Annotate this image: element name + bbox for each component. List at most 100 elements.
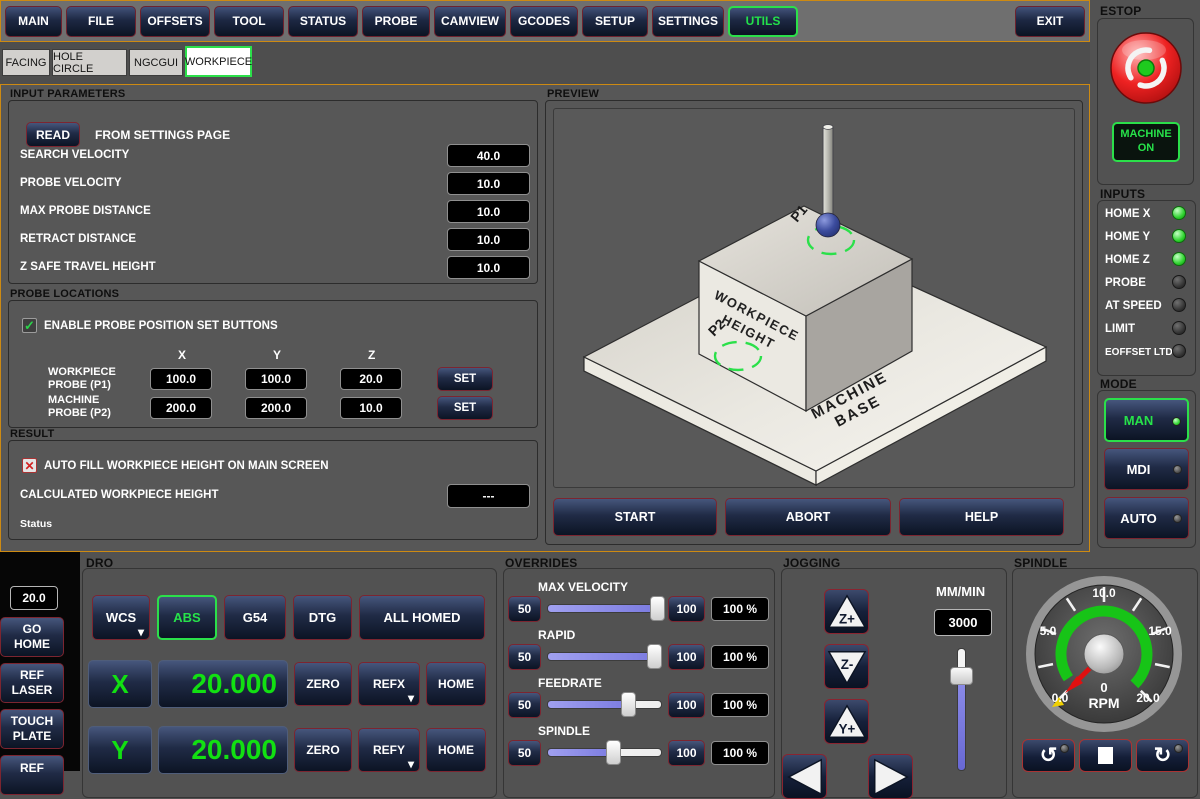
rapid-max-button[interactable]: 100 — [668, 644, 705, 670]
menu-settings[interactable]: SETTINGS — [652, 5, 724, 37]
help-button[interactable]: HELP — [899, 498, 1064, 536]
menu-utils-label: UTILS — [745, 14, 781, 28]
axis-y-zero-button[interactable]: ZERO — [294, 728, 352, 772]
field-value-retract-distance[interactable]: 10.0 — [447, 228, 530, 251]
axis-x-home-button[interactable]: HOME — [426, 662, 486, 706]
tab-hole-circle[interactable]: HOLE CIRCLE — [52, 49, 127, 76]
rapid-slider-handle[interactable] — [647, 644, 663, 669]
wcs-dropdown[interactable]: WCS — [92, 595, 150, 640]
feedrate-slider-handle[interactable] — [621, 692, 637, 717]
spindle-ovr-slider[interactable] — [547, 740, 662, 765]
max-velocity-slider-handle[interactable] — [649, 596, 665, 621]
axis-x-zero-button[interactable]: ZERO — [294, 662, 352, 706]
max-velocity-slider[interactable] — [547, 596, 665, 621]
ref-button[interactable]: REF — [0, 755, 64, 795]
menu-settings-label: SETTINGS — [657, 14, 718, 28]
spindle-ccw-button[interactable]: ↺ — [1022, 739, 1075, 772]
menu-gcodes[interactable]: GCODES — [510, 5, 578, 37]
rapid-slider[interactable] — [547, 644, 663, 669]
max-velocity-min-button[interactable]: 50 — [508, 596, 541, 622]
menu-offsets[interactable]: OFFSETS — [140, 5, 210, 37]
jog-speed-readout[interactable]: 3000 — [934, 609, 992, 636]
mode-man-button[interactable]: MAN — [1104, 398, 1189, 442]
max-velocity-min-label: 50 — [517, 602, 532, 616]
input-home-x-label: HOME X — [1105, 208, 1151, 220]
jog-x-plus-button[interactable] — [868, 754, 913, 799]
menu-utils[interactable]: UTILS — [728, 5, 798, 37]
p2-y-field[interactable]: 200.0 — [245, 397, 307, 419]
ref-laser-button[interactable]: REF LASER — [0, 663, 64, 703]
axis-y-ref-button[interactable]: REFY — [358, 728, 420, 772]
p1-x-field[interactable]: 100.0 — [150, 368, 212, 390]
spindle-ovr-slider-handle[interactable] — [605, 740, 621, 765]
feedrate-max-button[interactable]: 100 — [668, 692, 705, 718]
autofill-checkbox[interactable] — [22, 458, 37, 473]
start-button[interactable]: START — [553, 498, 717, 536]
p2-z-field[interactable]: 10.0 — [340, 397, 402, 419]
menu-main[interactable]: MAIN — [5, 5, 62, 37]
column-header-y: Y — [273, 348, 282, 362]
input-probe-label: PROBE — [1105, 277, 1146, 289]
feedrate-slider[interactable] — [547, 692, 662, 717]
field-value-max-probe-distance[interactable]: 10.0 — [447, 200, 530, 223]
enable-set-buttons-checkbox[interactable] — [22, 318, 37, 333]
spindle-stop-button[interactable] — [1079, 739, 1132, 772]
mode-auto-button[interactable]: AUTO — [1104, 497, 1189, 539]
rapid-label: RAPID — [538, 628, 576, 642]
p1-y-field[interactable]: 100.0 — [245, 368, 307, 390]
z-safe-travel-value: 10.0 — [476, 260, 501, 275]
mode-mdi-button[interactable]: MDI — [1104, 448, 1189, 490]
field-value-z-safe-travel[interactable]: 10.0 — [447, 256, 530, 279]
touch-height-field[interactable]: 20.0 — [10, 586, 58, 610]
menu-status[interactable]: STATUS — [288, 5, 358, 37]
exit-button[interactable]: EXIT — [1015, 5, 1085, 37]
dro-g54-button[interactable]: G54 — [224, 595, 286, 640]
jog-y-plus-button[interactable]: Y+ — [824, 699, 869, 744]
p2-x-field[interactable]: 200.0 — [150, 397, 212, 419]
axis-x-value: 20.000 — [191, 668, 277, 699]
spindle-title: SPINDLE — [1014, 556, 1068, 570]
field-label-search-velocity: SEARCH VELOCITY — [20, 149, 130, 161]
menu-probe[interactable]: PROBE — [362, 5, 430, 37]
jog-z-plus-button[interactable]: Z+ — [824, 589, 869, 634]
gauge-center-ball — [1083, 633, 1125, 675]
p1-z-value: 20.0 — [359, 372, 383, 386]
axis-x-ref-button[interactable]: REFX — [358, 662, 420, 706]
abort-button[interactable]: ABORT — [725, 498, 891, 536]
tab-ngcgui[interactable]: NGCGUI — [129, 49, 183, 76]
menu-setup[interactable]: SETUP — [582, 5, 648, 37]
p2-set-button[interactable]: SET — [437, 396, 493, 420]
svg-text:15.0: 15.0 — [1148, 624, 1172, 638]
menu-camview[interactable]: CAMVIEW — [434, 5, 506, 37]
axis-y-home-button[interactable]: HOME — [426, 728, 486, 772]
jog-x-minus-button[interactable] — [782, 754, 827, 799]
feedrate-min-button[interactable]: 50 — [508, 692, 541, 718]
p1-set-button[interactable]: SET — [437, 367, 493, 391]
field-value-probe-velocity[interactable]: 10.0 — [447, 172, 530, 195]
field-value-search-velocity[interactable]: 40.0 — [447, 144, 530, 167]
tab-workpiece[interactable]: WORKPIECE — [185, 46, 252, 77]
menu-file-label: FILE — [88, 14, 114, 28]
jog-speed-slider[interactable] — [950, 648, 973, 771]
spindle-ovr-max-button[interactable]: 100 — [668, 740, 705, 766]
all-homed-button[interactable]: ALL HOMED — [359, 595, 485, 640]
menu-file[interactable]: FILE — [66, 5, 136, 37]
read-button[interactable]: READ — [26, 122, 80, 147]
spindle-ovr-min-button[interactable]: 50 — [508, 740, 541, 766]
go-home-button[interactable]: GO HOME — [0, 617, 64, 657]
spindle-cw-button[interactable]: ↻ — [1136, 739, 1189, 772]
touch-plate-button[interactable]: TOUCH PLATE — [0, 709, 64, 749]
jog-speed-slider-handle[interactable] — [950, 666, 973, 685]
menu-tool[interactable]: TOOL — [214, 5, 284, 37]
dro-abs-button[interactable]: ABS — [157, 595, 217, 640]
spindle-gauge: 0.0 5.0 10.0 15.0 20.0 0 RPM — [1026, 576, 1182, 732]
p1-z-field[interactable]: 20.0 — [340, 368, 402, 390]
tab-facing[interactable]: FACING — [2, 49, 50, 76]
dro-dtg-button[interactable]: DTG — [293, 595, 352, 640]
jog-z-minus-button[interactable]: Z- — [824, 644, 869, 689]
rapid-min-button[interactable]: 50 — [508, 644, 541, 670]
max-velocity-max-button[interactable]: 100 — [668, 596, 705, 622]
estop-button[interactable] — [1106, 28, 1186, 108]
wcs-label: WCS — [105, 610, 137, 625]
machine-on-button[interactable]: MACHINE ON — [1112, 122, 1180, 162]
